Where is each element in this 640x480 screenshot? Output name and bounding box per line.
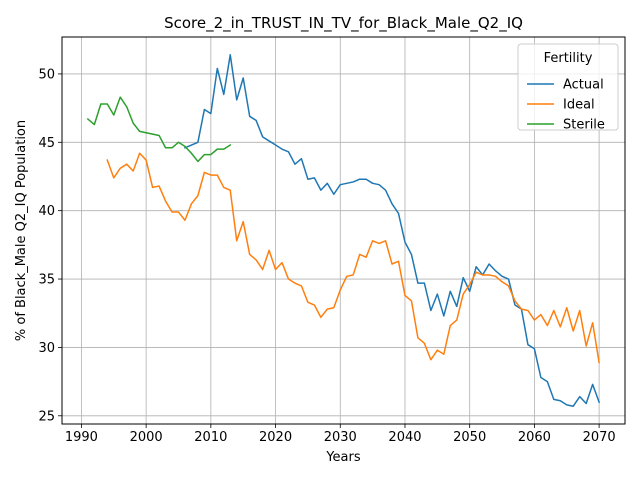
axis-ticks: 1990 2000 2010 2020 2030 2040 2050 2060 2070 25 30…	[38, 67, 615, 445]
legend-title: Fertility	[544, 51, 593, 66]
x-tick-label: 2050	[453, 430, 486, 445]
y-axis-label: % of Black_Male Q2_IQ Population	[14, 120, 29, 341]
series-lines	[86, 54, 601, 407]
y-tick-label: 35	[38, 273, 55, 288]
series-line-ideal	[106, 152, 600, 364]
x-tick-label: 2070	[583, 430, 616, 445]
y-tick-label: 30	[38, 341, 55, 356]
x-tick-label: 2020	[259, 430, 292, 445]
legend: Fertility Actual Ideal Sterile	[517, 43, 619, 133]
legend-box	[517, 43, 619, 131]
x-tick-label: 2060	[518, 430, 551, 445]
x-tick-label: 2010	[194, 430, 227, 445]
legend-label-sterile: Sterile	[563, 118, 605, 133]
x-tick-label: 2000	[130, 430, 163, 445]
series-line-sterile	[86, 96, 232, 163]
x-tick-label: 1990	[65, 430, 98, 445]
legend-entries: Actual Ideal Sterile	[527, 78, 605, 133]
y-tick-label: 45	[38, 136, 55, 151]
x-tick-label: 2040	[388, 430, 421, 445]
plot-frame	[61, 36, 626, 425]
series-line-actual	[183, 54, 601, 407]
y-tick-label: 25	[38, 409, 55, 424]
x-tick-label: 2030	[324, 430, 357, 445]
legend-label-actual: Actual	[563, 78, 604, 93]
chart-title: Score_2_in_TRUST_IN_TV_for_Black_Male_Q2…	[164, 14, 523, 33]
legend-label-ideal: Ideal	[563, 98, 595, 113]
y-tick-label: 40	[38, 204, 55, 219]
x-axis-label: Years	[325, 450, 361, 465]
y-tick-label: 50	[38, 67, 55, 82]
